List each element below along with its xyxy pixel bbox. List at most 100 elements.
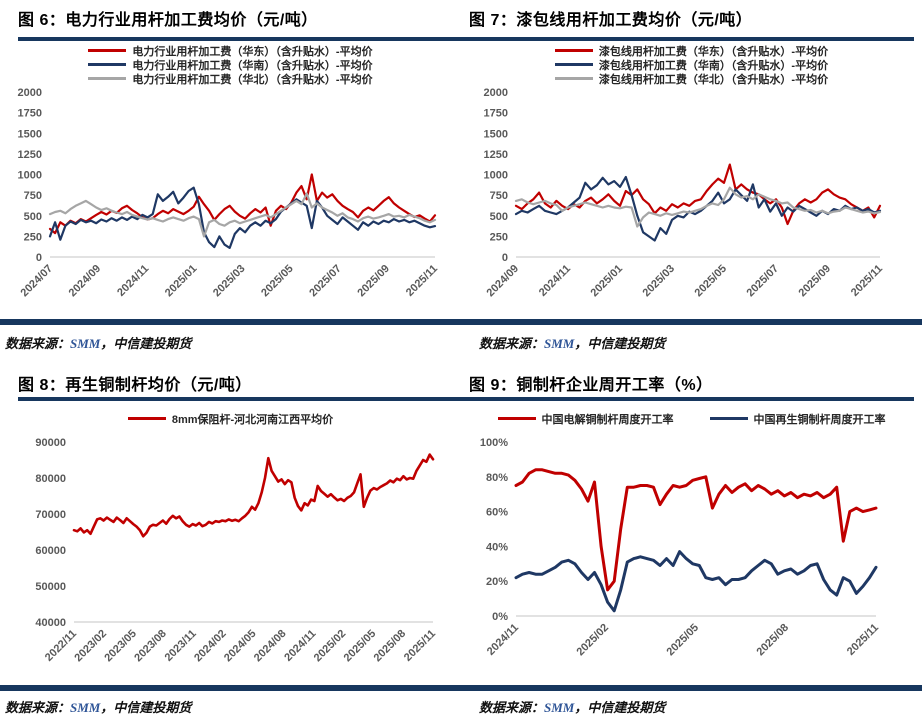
figure-9-panel: 图 9：铜制杆企业周开工率（%） 中国电解铜制杆周度开工率 中国再生铜制杆周度开工… <box>461 362 922 685</box>
source-label: 数据来源： <box>479 336 545 351</box>
series-line <box>72 453 435 538</box>
y-axis-tick-label: 40000 <box>35 617 66 629</box>
figure-6-title: 图 6：电力行业用杆加工费均价（元/吨） <box>18 12 318 29</box>
figure-7-panel: 图 7：漆包线用杆加工费均价（元/吨） 漆包线用杆加工费（华东）（含升贴水）-平… <box>461 0 922 319</box>
legend-line-swatch-icon <box>554 76 593 81</box>
data-source-note: 数据来源：SMM，中信建投期货 <box>5 697 191 716</box>
figure-8-legend: 8mm保阻杆-河北河南江西平均价 <box>0 412 461 426</box>
legend-label: 漆包线用杆加工费（华南）（含升贴水）-平均价 <box>598 59 829 72</box>
y-axis-tick-label: 1000 <box>484 170 508 182</box>
data-source-note: 数据来源：SMM，中信建投期货 <box>5 333 191 352</box>
x-axis-tick-label: 2024/11 <box>537 263 573 299</box>
figure-9-title: 图 9：铜制杆企业周开工率（%） <box>469 377 713 394</box>
x-axis-tick-label: 2025/07 <box>745 263 782 300</box>
legend-item: 漆包线用杆加工费（华南）（含升贴水）-平均价 <box>554 58 829 72</box>
x-axis-tick-label: 2025/09 <box>797 263 834 300</box>
data-source-note: 数据来源：SMM，中信建投期货 <box>479 697 665 716</box>
legend-label: 漆包线用杆加工费（华北）（含升贴水）-平均价 <box>598 73 829 86</box>
legend-label: 中国电解铜制杆周度开工率 <box>541 413 674 426</box>
series-line <box>514 468 878 592</box>
y-axis-tick-label: 80000 <box>35 473 66 485</box>
y-axis-tick-label: 1500 <box>18 128 42 140</box>
y-axis-tick-label: 250 <box>24 231 42 243</box>
x-axis-tick-label: 2025/11 <box>845 622 881 658</box>
y-axis-tick-label: 0 <box>36 252 42 264</box>
legend-label: 电力行业用杆加工费（华东）（含升贴水）-平均价 <box>132 45 373 58</box>
legend-line-swatch-icon <box>127 416 166 421</box>
figure-6-panel: 图 6：电力行业用杆加工费均价（元/吨） 电力行业用杆加工费（华东）（含升贴水）… <box>0 0 461 319</box>
figure-9-legend: 中国电解铜制杆周度开工率 中国再生铜制杆周度开工率 <box>461 412 922 426</box>
title-rule-top-row <box>18 37 914 41</box>
x-axis-tick-label: 2025/05 <box>693 263 730 300</box>
source-smm: SMM <box>70 336 101 351</box>
legend-item: 漆包线用杆加工费（华东）（含升贴水）-平均价 <box>554 44 828 58</box>
y-axis-tick-label: 1750 <box>484 108 508 120</box>
y-axis-tick-label: 80% <box>486 472 508 484</box>
x-axis-tick-label: 2024/08 <box>252 628 289 665</box>
legend-item: 中国电解铜制杆周度开工率 <box>497 412 674 426</box>
legend-item: 电力行业用杆加工费（华南）（含升贴水）-平均价 <box>88 58 373 72</box>
figure-7-legend: 漆包线用杆加工费（华东）（含升贴水）-平均价 漆包线用杆加工费（华南）（含升贴水）… <box>461 44 922 86</box>
legend-item: 电力行业用杆加工费（华北）（含升贴水）-平均价 <box>88 72 373 86</box>
x-axis-tick-label: 2025/01 <box>163 263 200 300</box>
x-axis-tick-label: 2024/09 <box>67 263 104 300</box>
x-axis-tick-label: 2023/08 <box>132 628 169 665</box>
y-axis-tick-label: 90000 <box>35 437 66 449</box>
y-axis-tick-label: 1000 <box>18 170 42 182</box>
legend-line-swatch-icon <box>709 416 748 421</box>
y-axis-tick-label: 20% <box>486 576 508 588</box>
legend-line-swatch-icon <box>554 62 593 67</box>
y-axis-tick-label: 0% <box>492 611 508 623</box>
figure-6-legend: 电力行业用杆加工费（华东）（含升贴水）-平均价 电力行业用杆加工费（华南）（含升贴… <box>0 44 461 86</box>
source-rest: ，中信建投期货 <box>100 700 192 715</box>
series-line <box>514 175 882 242</box>
legend-line-swatch-icon <box>88 76 127 81</box>
x-axis-tick-label: 2025/05 <box>665 622 702 659</box>
x-axis-tick-label: 2025/11 <box>849 263 885 299</box>
source-label: 数据来源： <box>5 700 71 715</box>
series-line <box>514 186 882 228</box>
x-axis-tick-label: 2025/05 <box>342 628 379 665</box>
section-divider-bar-top <box>0 319 922 325</box>
legend-item: 中国再生铜制杆周度开工率 <box>709 412 886 426</box>
x-axis-tick-label: 2023/05 <box>102 628 139 665</box>
source-rest: ，中信建投期货 <box>574 700 666 715</box>
y-axis-tick-label: 750 <box>24 190 42 202</box>
source-label: 数据来源： <box>5 336 71 351</box>
y-axis-tick-label: 1250 <box>18 149 42 161</box>
x-axis-tick-label: 2024/05 <box>222 628 259 665</box>
legend-line-swatch-icon <box>88 62 127 67</box>
legend-item: 漆包线用杆加工费（华北）（含升贴水）-平均价 <box>554 72 829 86</box>
legend-label: 电力行业用杆加工费（华南）（含升贴水）-平均价 <box>132 59 373 72</box>
figure-8-panel: 图 8：再生铜制杆均价（元/吨） 8mm保阻杆-河北河南江西平均价 40000 5… <box>0 362 461 685</box>
x-axis-tick-label: 2025/07 <box>307 263 344 300</box>
y-axis-tick-label: 2000 <box>484 87 508 99</box>
legend-label: 8mm保阻杆-河北河南江西平均价 <box>171 413 334 426</box>
x-axis-tick-label: 2024/11 <box>485 622 521 658</box>
legend-label: 中国再生铜制杆周度开工率 <box>753 413 886 426</box>
y-axis-tick-label: 60000 <box>35 545 66 557</box>
figure-7-chart: 0 250 500 750 1000 1250 1500 1750 2000 2024/09 202… <box>484 87 886 300</box>
y-axis-tick-label: 40% <box>486 541 508 553</box>
x-axis-tick-label: 2025/05 <box>259 263 296 300</box>
y-axis-tick-label: 1750 <box>18 108 42 120</box>
y-axis-tick-label: 1250 <box>484 149 508 161</box>
legend-line-swatch-icon <box>88 48 127 53</box>
x-axis-tick-label: 2025/02 <box>575 622 612 659</box>
x-axis-tick-label: 2025/11 <box>404 263 440 299</box>
source-smm: SMM <box>70 700 101 715</box>
source-label: 数据来源： <box>479 700 545 715</box>
y-axis-tick-label: 500 <box>24 211 42 223</box>
y-axis-tick-label: 70000 <box>35 509 66 521</box>
y-axis-tick-label: 250 <box>490 231 508 243</box>
x-axis-tick-label: 2024/02 <box>192 628 229 665</box>
figure-7-title: 图 7：漆包线用杆加工费均价（元/吨） <box>469 12 753 29</box>
x-axis-tick-label: 2025/03 <box>211 263 248 300</box>
legend-label: 电力行业用杆加工费（华北）（含升贴水）-平均价 <box>132 73 373 86</box>
x-axis-tick-label: 2024/11 <box>115 263 151 299</box>
y-axis-tick-label: 60% <box>486 507 508 519</box>
x-axis-tick-label: 2024/09 <box>485 263 522 300</box>
x-axis-tick-label: 2023/02 <box>72 628 109 665</box>
section-divider-bar-bottom <box>0 685 922 691</box>
